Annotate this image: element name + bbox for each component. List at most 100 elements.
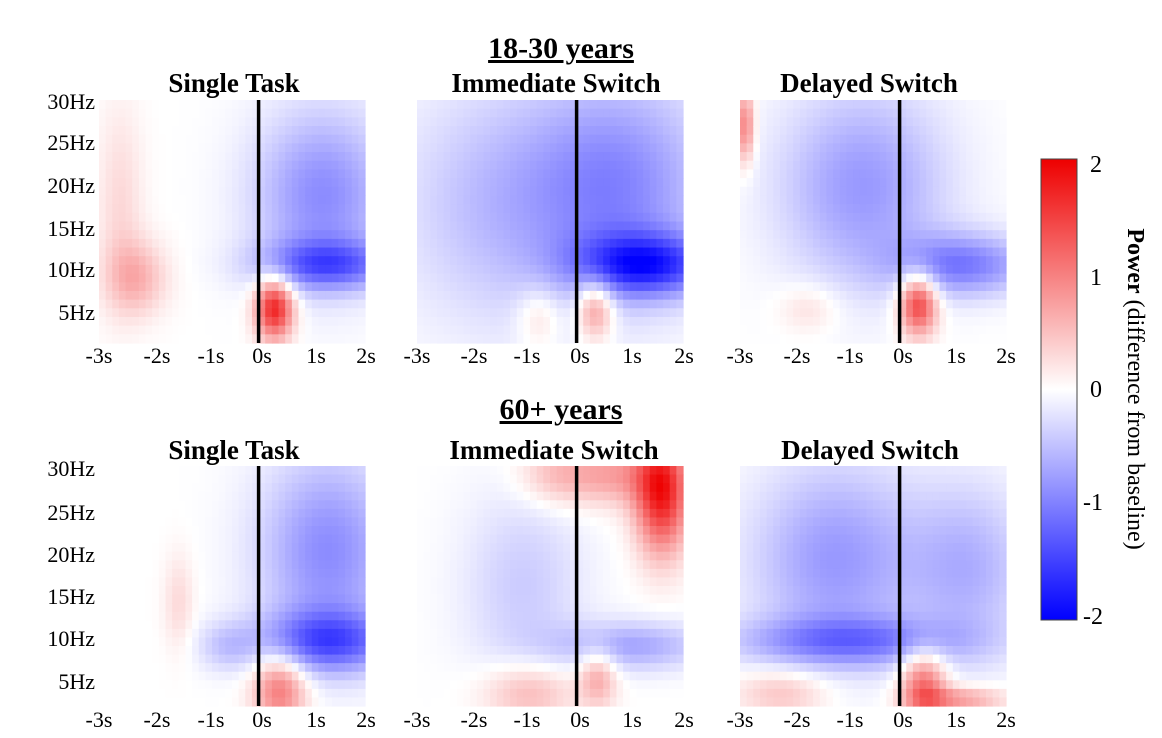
heatmap-cell — [185, 204, 193, 214]
heatmap-cell — [318, 483, 326, 493]
heatmap-cell — [773, 160, 781, 171]
heatmap-cell — [456, 466, 465, 476]
heatmap-cell — [912, 117, 921, 127]
heatmap-cell — [939, 264, 947, 275]
heatmap-cell — [669, 325, 677, 335]
heatmap-cell — [483, 212, 491, 223]
heatmap-cell — [819, 230, 828, 240]
heatmap-cell — [291, 551, 300, 561]
heatmap-cell — [986, 290, 994, 301]
heatmap-cell — [225, 697, 233, 707]
heatmap-cell — [172, 169, 180, 179]
heatmap-cell — [510, 290, 518, 301]
heatmap-cell — [443, 534, 451, 544]
heatmap-cell — [212, 534, 220, 544]
heatmap-cell — [470, 628, 478, 639]
heatmap-cell — [178, 126, 187, 136]
heatmap-cell — [118, 534, 127, 544]
heatmap-cell — [245, 508, 253, 519]
heatmap-cell — [258, 697, 266, 707]
heatmap-cell — [99, 100, 107, 110]
heatmap-cell — [430, 646, 438, 656]
heatmap-cell — [649, 195, 657, 205]
heatmap-cell — [251, 186, 260, 197]
heatmap-cell — [543, 143, 551, 153]
heatmap-cell — [165, 169, 173, 179]
heatmap-cell — [232, 697, 240, 707]
heatmap-cell — [218, 663, 226, 673]
heatmap-cell — [218, 517, 226, 527]
heatmap-cell — [952, 299, 961, 309]
heatmap-cell — [212, 577, 220, 587]
heatmap-cell — [496, 586, 505, 596]
heatmap-cell — [311, 264, 320, 275]
heatmap-cell — [205, 247, 213, 257]
heatmap-cell — [232, 534, 240, 544]
heatmap-cell — [232, 654, 240, 664]
heatmap-cell — [516, 688, 524, 699]
heatmap-cell — [583, 108, 591, 118]
heatmap-cell — [112, 108, 120, 118]
heatmap-cell — [846, 152, 854, 162]
heatmap-cell — [556, 134, 564, 144]
heatmap-cell — [536, 299, 544, 309]
heatmap-cell — [285, 195, 293, 205]
heatmap-cell — [436, 195, 445, 205]
heatmap-cell — [132, 221, 140, 231]
heatmap-cell — [305, 264, 313, 275]
heatmap-cell — [550, 134, 558, 144]
heatmap-cell — [643, 178, 651, 188]
heatmap-cell — [530, 316, 538, 327]
heatmap-cell — [311, 308, 320, 318]
heatmap-cell — [118, 611, 127, 621]
heatmap-cell — [118, 551, 127, 561]
heatmap-cell — [746, 134, 754, 144]
heatmap-cell — [773, 108, 781, 118]
heatmap-cell — [636, 100, 644, 110]
heatmap-cell — [158, 680, 167, 690]
heatmap-cell — [185, 230, 193, 240]
heatmap-cell — [245, 551, 253, 561]
heatmap-cell — [198, 654, 206, 664]
heatmap-cell — [258, 134, 266, 144]
heatmap-cell — [470, 152, 478, 162]
heatmap-cell — [338, 247, 346, 257]
heatmap-cell — [959, 282, 967, 292]
heatmap-cell — [450, 195, 458, 205]
heatmap-cell — [298, 273, 306, 283]
heatmap-cell — [906, 308, 914, 318]
heatmap-cell — [753, 334, 761, 344]
heatmap-cell — [846, 126, 854, 136]
heatmap-cell — [311, 143, 320, 153]
heatmap-cell — [846, 273, 854, 283]
heatmap-cell — [603, 316, 611, 327]
heatmap-cell — [819, 152, 828, 162]
heatmap-cell — [663, 195, 671, 205]
heatmap-cell — [819, 117, 828, 127]
heatmap-cell — [99, 108, 107, 118]
heatmap-cell — [456, 560, 465, 570]
heatmap-cell — [358, 611, 366, 621]
heatmap-cell — [853, 299, 861, 309]
heatmap-cell — [793, 308, 801, 318]
heatmap-cell — [185, 308, 193, 318]
heatmap-cell — [178, 316, 187, 327]
heatmap-cell — [746, 282, 754, 292]
heatmap-cell — [345, 688, 353, 699]
heatmap-cell — [583, 282, 591, 292]
heatmap-cell — [132, 534, 140, 544]
heatmap-cell — [919, 195, 927, 205]
heatmap-cell — [859, 325, 867, 335]
heatmap-cell — [740, 308, 748, 318]
heatmap-cell — [952, 186, 961, 197]
heatmap-cell — [773, 134, 781, 144]
heatmap-cell — [510, 517, 518, 527]
heatmap-cell — [616, 325, 624, 335]
heatmap-cell — [278, 577, 286, 587]
heatmap-cell — [99, 611, 107, 621]
heatmap-cell — [912, 334, 921, 344]
heatmap-cell — [992, 126, 1000, 136]
heatmap-cell — [636, 273, 644, 283]
heatmap-cell — [345, 697, 353, 707]
heatmap-cell — [636, 143, 644, 153]
